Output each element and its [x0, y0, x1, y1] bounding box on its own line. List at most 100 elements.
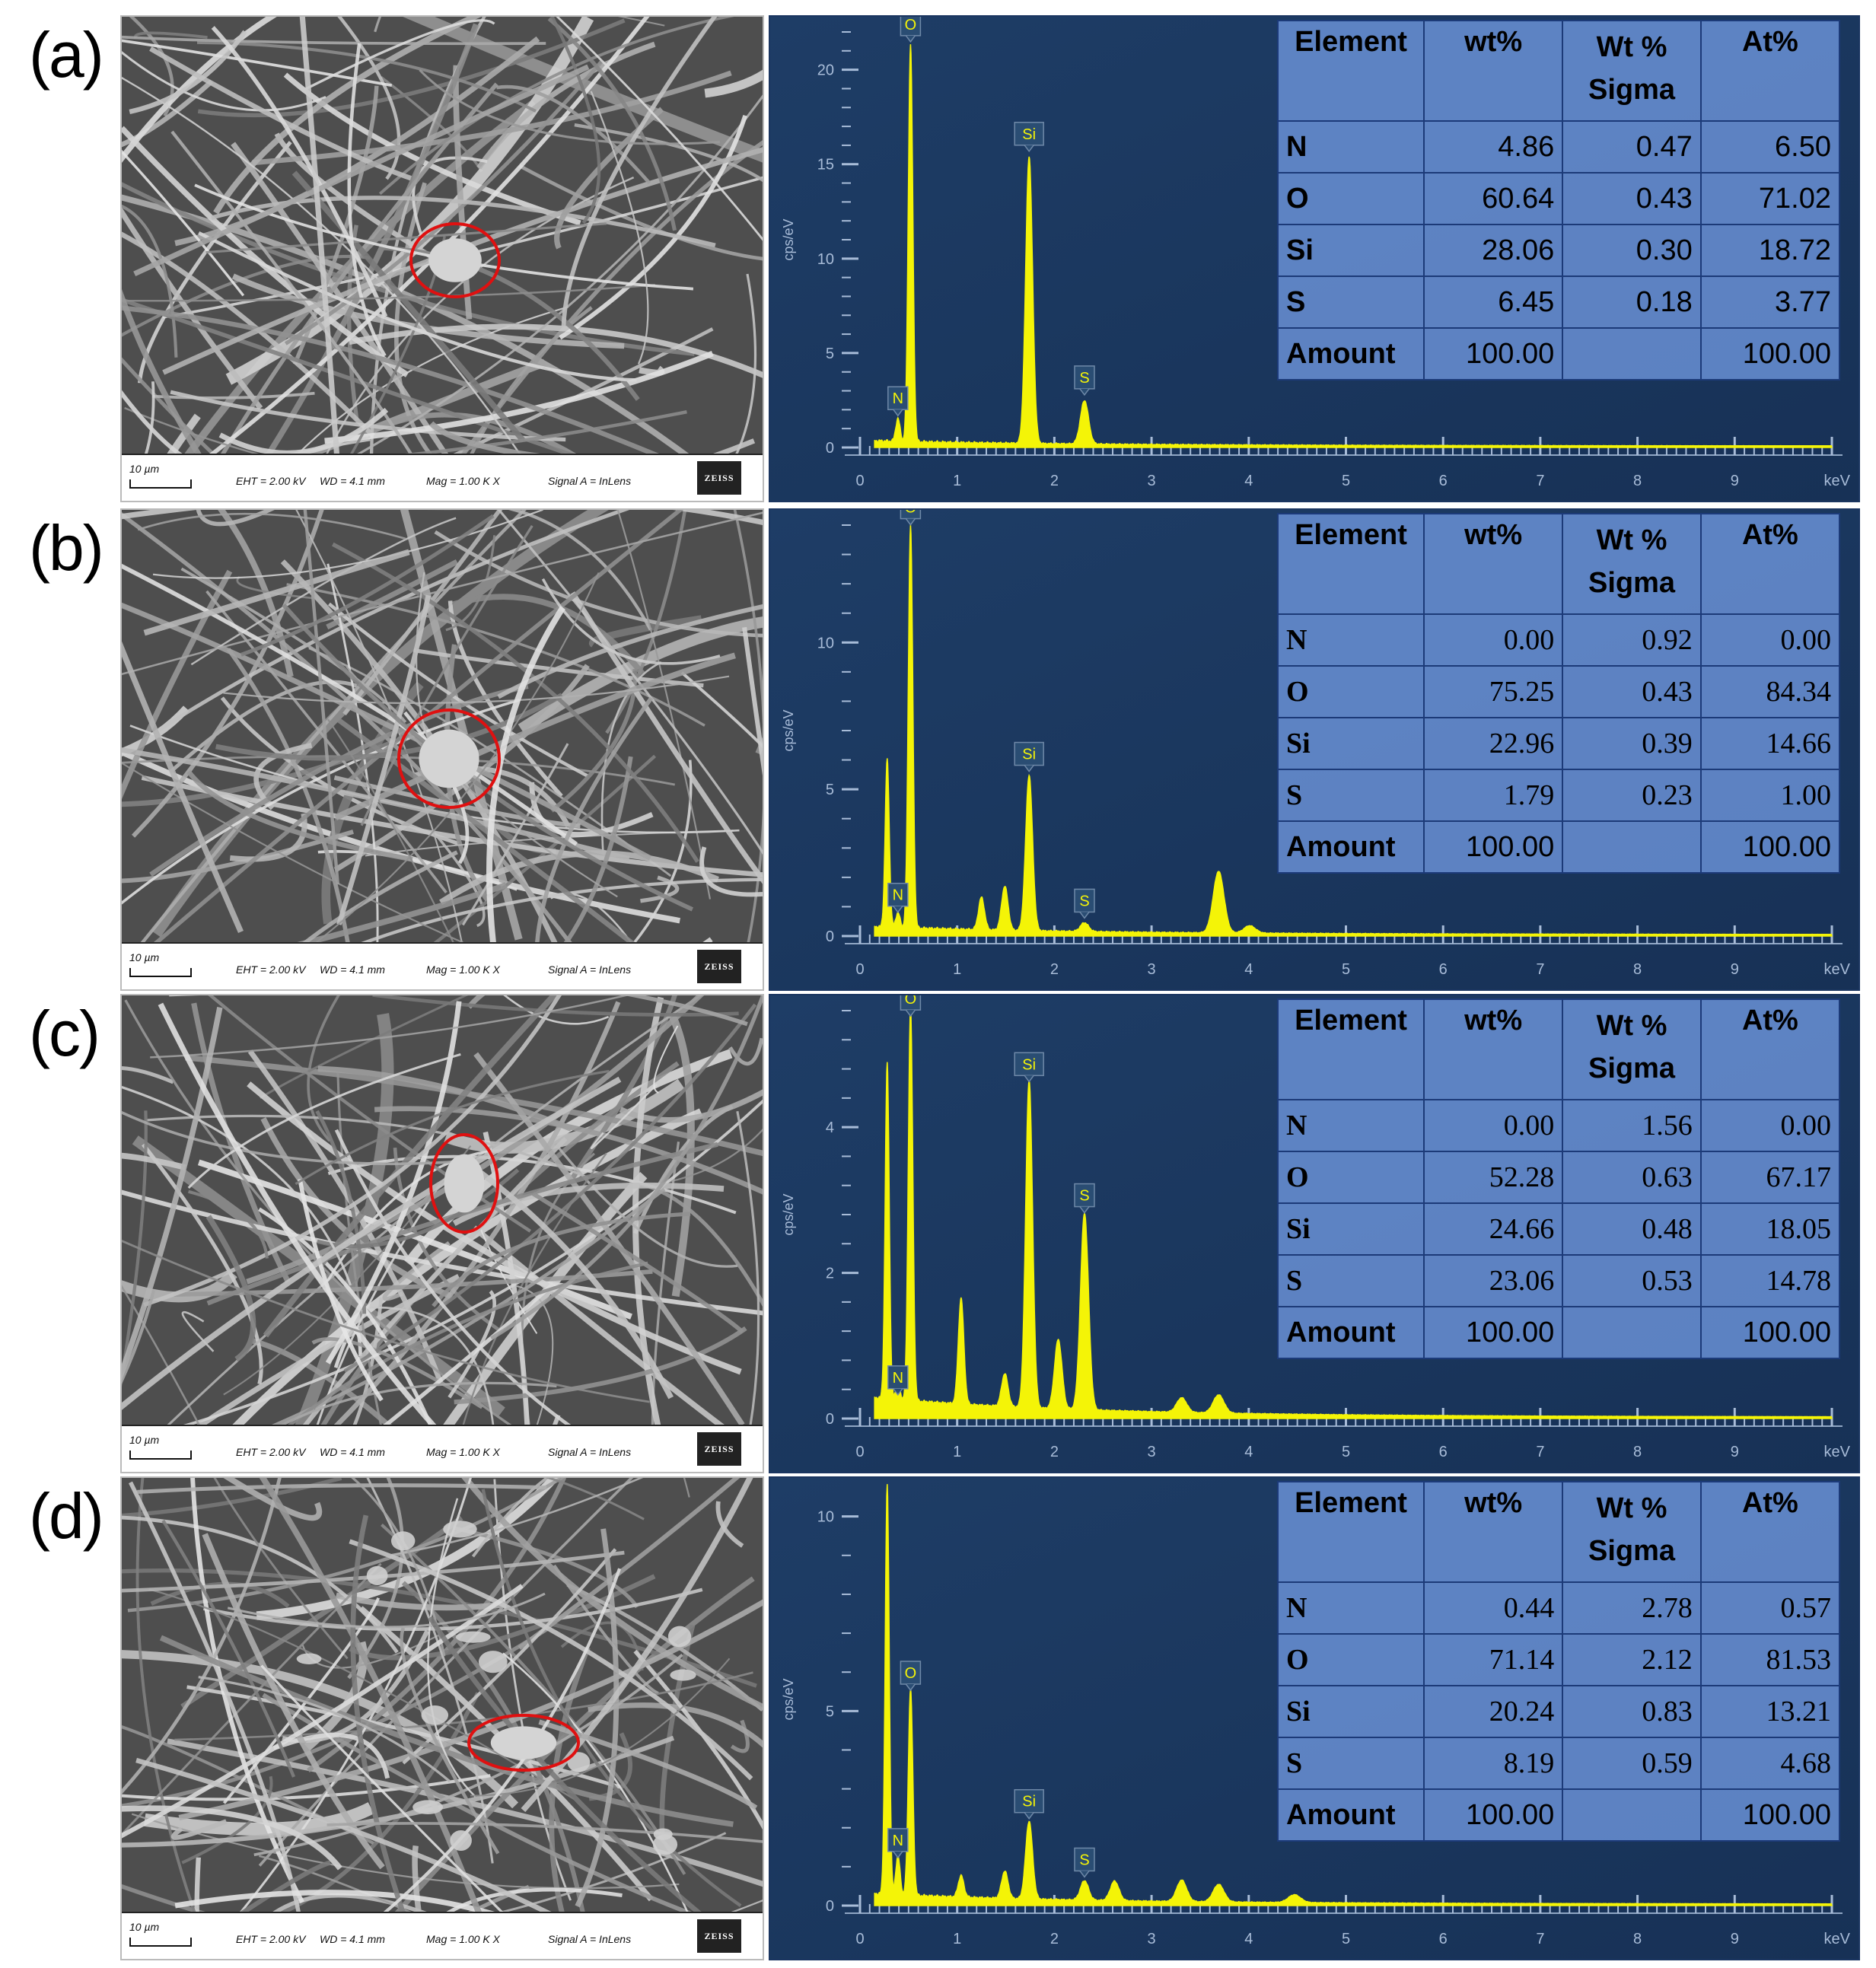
x-tick-label: 2 [1050, 1444, 1059, 1460]
header-cell: Element [1276, 998, 1425, 1100]
peak-label-text: N [893, 1370, 903, 1387]
value-cell: 100.00 [1699, 327, 1841, 381]
fiber [286, 583, 705, 727]
x-tick-label: 3 [1148, 473, 1156, 489]
fiber [237, 1860, 331, 1913]
fiber [186, 1685, 621, 1789]
peak-label-box [1014, 741, 1044, 766]
y-axis-label: cps/eV [781, 1678, 796, 1720]
fiber [229, 813, 307, 862]
fiber [260, 1664, 505, 1913]
table-row: N 0.44 2.78 0.57 [1276, 1581, 1841, 1635]
value-cell: 24.66 [1423, 1202, 1564, 1256]
fiber [174, 36, 540, 247]
fiber [547, 17, 677, 231]
fiber [295, 1069, 610, 1186]
table-row: S 23.06 0.53 14.78 [1276, 1254, 1841, 1307]
fiber [282, 603, 694, 912]
x-tick-label: 9 [1731, 961, 1739, 978]
scale-label: 10 µm [129, 1921, 160, 1933]
header-cell: wt% [1423, 20, 1564, 122]
fiber [336, 1073, 383, 1426]
sem-data-bar: 10 µm EHT = 2.00 kV WD = 4.1 mm Mag = 1.00 … [122, 1425, 763, 1472]
peak-label-text: S [1079, 893, 1089, 909]
table-header-row: Element wt% Wt % Sigma At% [1276, 1481, 1841, 1583]
fiber [336, 594, 431, 925]
table-row: N 0.00 1.56 0.00 [1276, 1099, 1841, 1152]
fiber [122, 762, 468, 944]
element-cell: N [1276, 1581, 1425, 1635]
spectrum-trace [874, 44, 1833, 448]
peak-label-text: S [1079, 1188, 1089, 1205]
fiber [531, 1192, 744, 1334]
fiber [733, 510, 763, 944]
fiber [427, 1498, 476, 1798]
fiber [213, 17, 482, 215]
element-cell: N [1276, 1099, 1425, 1152]
peak-label-O: O [900, 17, 922, 43]
peak-label-box [887, 1828, 909, 1852]
fiber [646, 1128, 763, 1187]
fiber [545, 1478, 645, 1521]
x-tick-label: 8 [1633, 961, 1642, 978]
panel-label: (c) [29, 998, 100, 1069]
fiber [668, 1013, 695, 1298]
value-cell: 0.92 [1562, 613, 1702, 667]
table-row: Amount 100.00 100.00 [1276, 820, 1841, 874]
fiber [337, 718, 637, 944]
fiber [122, 254, 371, 337]
sem-micrograph: 10 µm EHT = 2.00 kV WD = 4.1 mm Mag = 1.00 … [120, 1476, 764, 1960]
fiber [122, 126, 409, 377]
fiber [133, 64, 590, 277]
value-cell: 0.39 [1562, 717, 1702, 770]
header-cell: At% [1699, 513, 1841, 615]
table-row: Amount 100.00 100.00 [1276, 1306, 1841, 1359]
fiber [479, 1227, 538, 1334]
element-cell: Si [1276, 717, 1425, 770]
fiber [227, 1592, 546, 1629]
table-header-row: Element wt% Wt % Sigma At% [1276, 513, 1841, 615]
fiber [391, 1478, 644, 1556]
fiber [150, 995, 630, 1059]
bead [390, 1531, 416, 1551]
peak-label-text: Si [1022, 1056, 1036, 1073]
fiber [135, 1757, 555, 1913]
value-cell: 60.64 [1423, 172, 1564, 225]
peak-label-O: O [900, 995, 922, 1017]
value-cell: 18.05 [1699, 1202, 1841, 1256]
value-cell: 1.00 [1699, 769, 1841, 822]
fiber [632, 996, 664, 1426]
peak-label-pointer [893, 906, 903, 913]
element-cell: S [1276, 769, 1425, 822]
value-cell: 100.00 [1423, 1306, 1564, 1359]
peak-label-text: N [893, 1833, 903, 1849]
header-cell: At% [1699, 998, 1841, 1100]
zeiss-logo: ZEISS [697, 461, 741, 495]
peak-label-box [1074, 888, 1095, 913]
fiber [588, 1702, 763, 1748]
fiber [334, 1129, 574, 1426]
peak-label-S: S [1074, 1183, 1095, 1214]
sem-mag-text: Mag = 1.00 K X [426, 475, 500, 487]
table-row: Si 20.24 0.83 13.21 [1276, 1685, 1841, 1738]
fiber [350, 1514, 406, 1913]
peak-label-N: N [887, 1828, 909, 1859]
x-tick-label: 4 [1244, 961, 1253, 978]
fiber [139, 510, 527, 944]
fiber [162, 147, 763, 375]
header-cell: Element [1276, 20, 1425, 122]
peak-label-text: O [905, 995, 917, 1008]
scale-bar [129, 1451, 192, 1460]
panel-label: (b) [29, 512, 104, 584]
fiber [124, 406, 265, 455]
x-axis-label: keV [1824, 1444, 1851, 1460]
fiber [412, 156, 488, 244]
fiber [624, 995, 748, 1027]
sem-data-bar: 10 µm EHT = 2.00 kV WD = 4.1 mm Mag = 1.00 … [122, 454, 763, 501]
fiber [251, 1338, 394, 1426]
fiber [260, 1116, 452, 1299]
x-tick-label: 0 [855, 473, 864, 489]
fiber [347, 43, 387, 357]
peak-label-text: S [1079, 370, 1089, 387]
fiber [381, 1568, 622, 1913]
